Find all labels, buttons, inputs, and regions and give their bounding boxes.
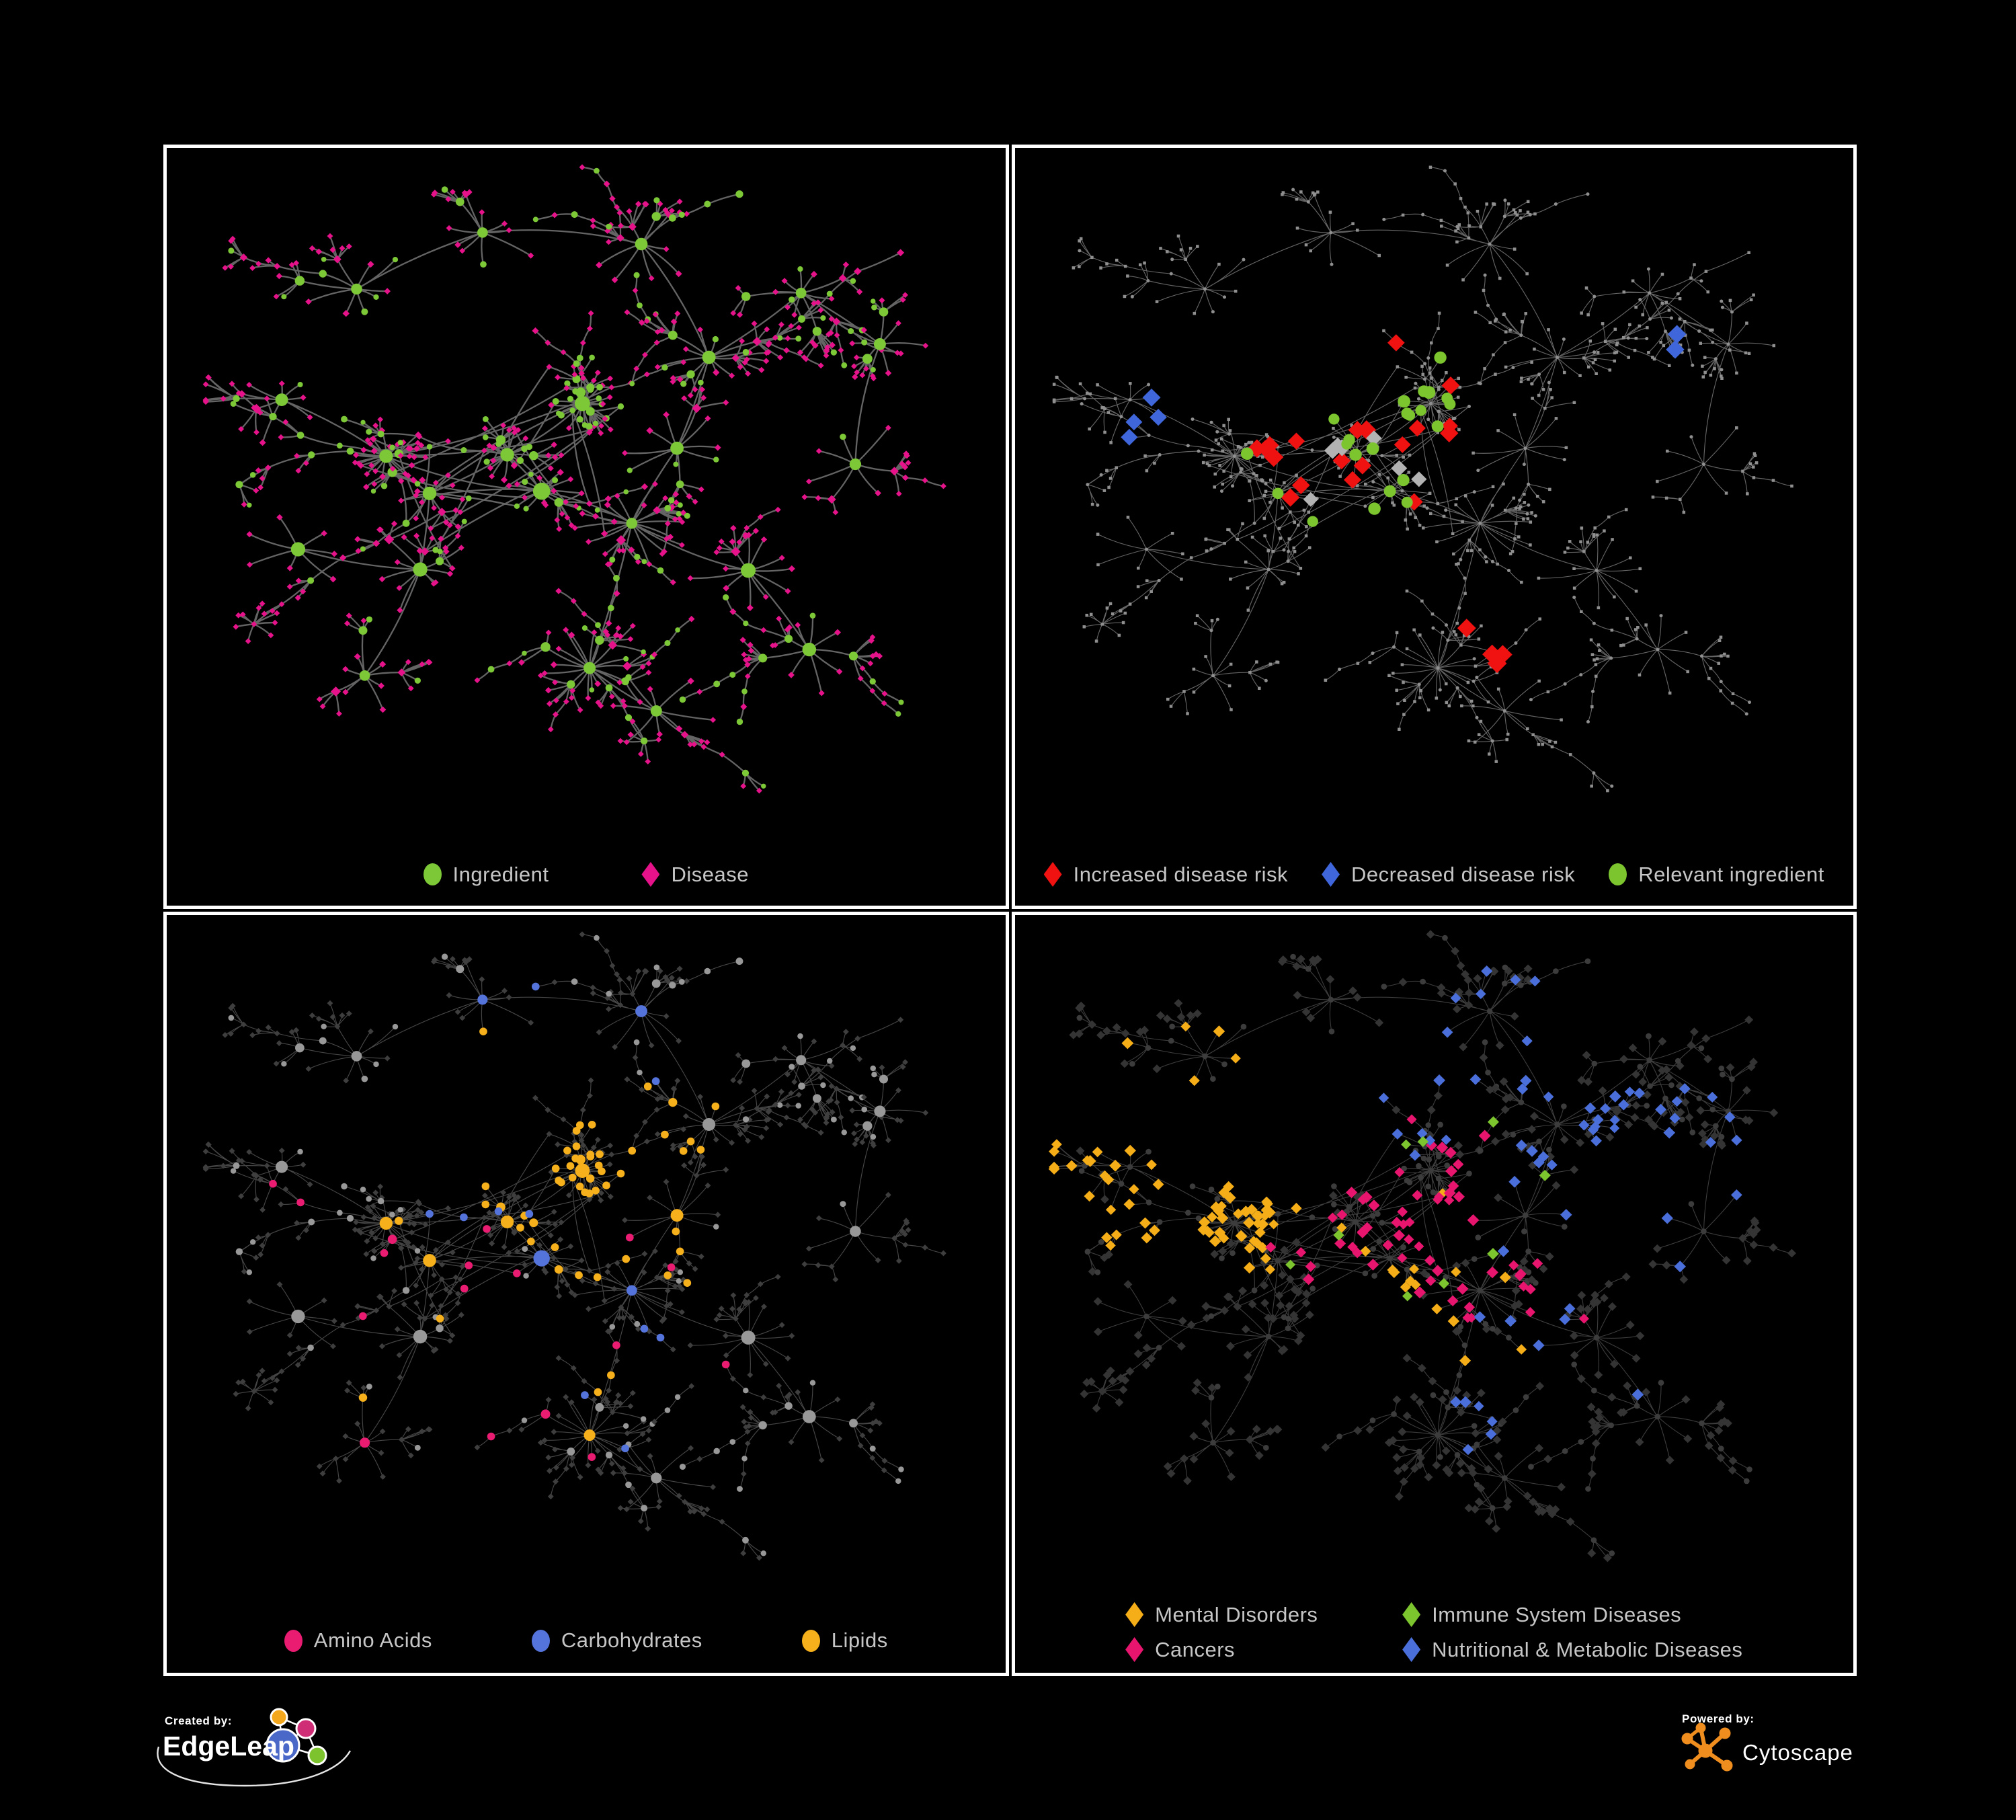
legend-label: Ingredient	[452, 862, 549, 886]
edgeleap-logo-mark	[266, 1708, 327, 1766]
diamond-marker-icon	[1402, 1602, 1421, 1627]
legend-nutrient-classes: Amino Acids Carbohydrates Lipids	[167, 1628, 1006, 1653]
legend-label: Carbohydrates	[561, 1628, 702, 1652]
legend-label: Mental Disorders	[1155, 1602, 1318, 1626]
legend-label: Increased disease risk	[1073, 862, 1289, 886]
diamond-marker-icon	[1043, 862, 1062, 887]
diamond-marker-icon	[1402, 1637, 1421, 1662]
ingredient-disease-network-graph	[202, 164, 946, 794]
legend-item-mental-disorders: Mental Disorders	[1125, 1602, 1373, 1627]
circle-marker-icon	[801, 1629, 820, 1652]
legend-item-cancers: Cancers	[1125, 1637, 1373, 1662]
edgeleap-swoosh	[157, 1746, 352, 1787]
legend-label: Amino Acids	[313, 1628, 432, 1652]
legend-item-nutritional-metabolic-diseases: Nutritional & Metabolic Diseases	[1402, 1637, 1742, 1662]
legend-label: Nutritional & Metabolic Diseases	[1432, 1637, 1743, 1661]
legend-item-disease: Disease	[641, 862, 749, 887]
legend-item-ingredient: Ingredient	[423, 862, 549, 887]
panel-ingredient-disease-network: Ingredient Disease	[163, 145, 1009, 909]
legend-item-amino-acids: Amino Acids	[284, 1628, 432, 1653]
legend-item-lipids: Lipids	[801, 1628, 888, 1653]
legend-disease-risk: Increased disease risk Decreased disease …	[1015, 862, 1854, 887]
nutrient-class-network-graph	[202, 931, 946, 1561]
legend-label: Cancers	[1155, 1637, 1236, 1661]
powered-by-label: Powered by:	[1682, 1712, 1755, 1725]
disease-class-network-graph	[1048, 930, 1796, 1562]
circle-marker-icon	[531, 1629, 550, 1652]
circle-marker-icon	[1609, 863, 1627, 885]
circle-marker-icon	[423, 863, 442, 885]
legend-label: Decreased disease risk	[1351, 862, 1576, 886]
disease-risk-network-graph	[1052, 165, 1793, 793]
legend-label: Lipids	[831, 1628, 888, 1652]
diamond-marker-icon	[1125, 1637, 1144, 1662]
cytoscape-credit: Powered by: Cytoscape	[1681, 1712, 1853, 1772]
diamond-marker-icon	[1322, 862, 1340, 887]
legend-ingredient-disease: Ingredient Disease	[167, 862, 1006, 887]
circle-marker-icon	[284, 1629, 303, 1652]
legend-item-increased-disease-risk: Increased disease risk	[1043, 862, 1289, 887]
legend-item-immune-system-diseases: Immune System Diseases	[1402, 1602, 1742, 1627]
edgeleap-node-orange	[270, 1708, 288, 1727]
legend-label: Relevant ingredient	[1638, 862, 1824, 886]
legend-item-carbohydrates: Carbohydrates	[531, 1628, 702, 1653]
edgeleap-wordmark: EdgeLeap	[163, 1731, 294, 1762]
legend-label: Disease	[671, 862, 749, 886]
edgeleap-node-pink	[295, 1718, 317, 1739]
legend-item-decreased-disease-risk: Decreased disease risk	[1322, 862, 1575, 887]
created-by-label: Created by:	[165, 1714, 232, 1727]
legend-disease-classes: Mental Disorders Immune System Diseases Ca…	[1015, 1602, 1854, 1662]
legend-label: Immune System Diseases	[1432, 1602, 1682, 1626]
panel-disease-class-network: Mental Disorders Immune System Diseases Ca…	[1011, 912, 1857, 1676]
panel-disease-risk-network: Increased disease risk Decreased disease …	[1011, 145, 1857, 909]
diamond-marker-icon	[1125, 1602, 1144, 1627]
panel-grid: Ingredient Disease Increased disease risk…	[163, 145, 1857, 1676]
panel-nutrient-class-network: Amino Acids Carbohydrates Lipids	[163, 912, 1009, 1676]
diamond-marker-icon	[641, 862, 660, 887]
edgeleap-credit: Created by: EdgeLeap	[157, 1708, 352, 1787]
cytoscape-logo-icon	[1681, 1723, 1733, 1772]
edgeleap-node-blue	[266, 1728, 300, 1763]
edgeleap-node-green	[307, 1745, 327, 1766]
legend-item-relevant-ingredient: Relevant ingredient	[1609, 863, 1824, 887]
cytoscape-wordmark: Cytoscape	[1742, 1740, 1853, 1765]
